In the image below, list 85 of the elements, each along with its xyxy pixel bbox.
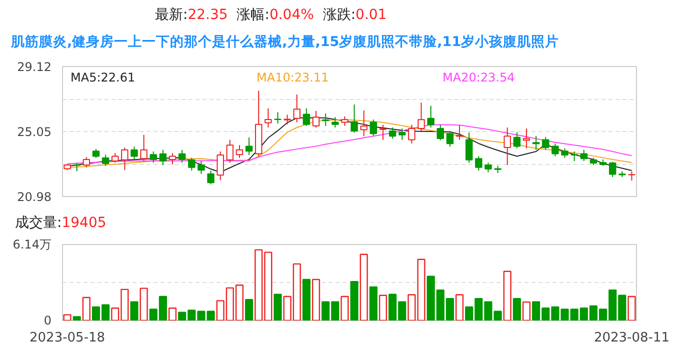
candlestick [570,150,578,162]
candlestick [102,154,110,166]
candlestick [150,150,157,164]
candlestick [465,132,473,164]
bar [512,298,521,320]
bar [82,296,90,320]
candlestick [226,139,234,164]
candlestick [408,124,416,144]
bar [378,294,388,320]
candlestick [322,112,330,126]
candlestick [121,146,128,171]
bar [369,286,378,320]
candlestick [580,149,588,162]
candlestick [350,104,358,134]
candlestick [504,127,511,166]
text: MA20:23.54 [442,70,515,84]
candlestick [608,161,616,178]
bar [245,298,254,320]
candlestick [484,162,492,173]
bar [168,308,177,320]
candlestick [178,149,186,164]
y-tick-label: 6.14万 [12,238,52,252]
candlestick [245,136,253,156]
bar [455,294,464,320]
candlestick [264,108,272,128]
candlestick [561,148,568,158]
bar [522,301,531,320]
candlestick [332,116,339,128]
candlestick [522,128,530,149]
bar [130,301,138,320]
candlestick [293,94,300,123]
candlestick [140,134,148,162]
candlestick [341,116,348,126]
x-tick-label: 2023-08-11 [594,330,670,346]
text: MA5:22.61 [70,70,136,84]
y-tick-label: 20.98 [17,190,52,204]
candlestick [552,142,559,157]
candlestick [388,127,396,140]
candlestick [168,152,176,165]
bar [140,288,148,320]
chart-title: 成交量:19405 [15,214,106,233]
candlestick [216,150,224,181]
x-tick-label: 2023-05-18 [30,330,106,346]
candlestick [398,128,406,140]
candlestick [513,132,521,149]
bar [302,278,310,320]
candlestick [207,170,214,185]
candlestick [542,136,550,150]
y-tick-label: 25.05 [17,125,52,139]
bar [274,294,282,320]
candlestick [130,146,138,160]
candlestick [532,136,540,150]
bar [312,278,320,320]
candlestick [236,144,244,158]
candlestick [302,108,310,126]
bar [350,281,358,320]
candlestick [112,152,119,164]
candlestick [370,119,378,136]
bar [360,254,368,320]
bar [63,314,72,320]
text: 肌筋膜炎,健身房一上一下的那个是什么器械,力量,15岁腹肌照不带脸,11岁小孩腹肌照片 [11,33,560,52]
text: MA10:23.11 [256,70,329,84]
candlestick [379,124,387,140]
candlestick [436,124,444,141]
candlestick [427,105,434,128]
candlestick [418,102,425,132]
y-tick-label: 0 [44,314,52,328]
candlestick [284,114,291,125]
candlestick [446,132,454,148]
candlestick [456,124,464,140]
bar [628,296,636,320]
candlestick [188,157,196,172]
y-tick-label: 29.12 [17,60,52,74]
candlestick [360,110,368,137]
candlestick [82,156,90,168]
bar [72,316,81,320]
candlestick [159,149,167,166]
candlestick [274,112,282,124]
bar [503,270,512,320]
candlestick [475,156,482,172]
bar [340,296,349,320]
candlestick [198,160,205,174]
candlestick [628,170,636,182]
chart-title: 最新:22.35 涨幅:0.04% 涨跌:0.01 [155,6,387,25]
candlestick [312,110,320,128]
